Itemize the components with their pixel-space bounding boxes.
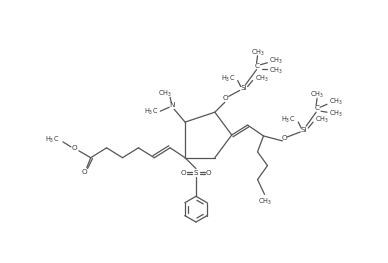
- Text: C: C: [315, 105, 320, 111]
- Text: CH$_3$: CH$_3$: [158, 89, 172, 99]
- Text: O: O: [206, 170, 212, 176]
- Text: O: O: [82, 169, 88, 175]
- Text: H$_3$C: H$_3$C: [144, 107, 158, 117]
- Text: O: O: [72, 145, 78, 151]
- Text: CH$_3$: CH$_3$: [329, 109, 343, 119]
- Text: Si: Si: [301, 127, 308, 133]
- Text: CH$_3$: CH$_3$: [310, 90, 324, 100]
- Text: H$_3$C: H$_3$C: [220, 73, 235, 84]
- Text: Si: Si: [240, 85, 247, 92]
- Text: C: C: [255, 63, 260, 69]
- Text: O: O: [282, 135, 287, 141]
- Text: CH$_3$: CH$_3$: [269, 56, 283, 66]
- Text: O: O: [180, 170, 186, 176]
- Text: N: N: [170, 102, 175, 108]
- Text: H$_3$C: H$_3$C: [45, 135, 59, 145]
- Text: O: O: [223, 95, 229, 101]
- Text: CH$_3$: CH$_3$: [329, 97, 343, 107]
- Text: CH$_3$: CH$_3$: [255, 73, 268, 84]
- Text: H$_3$C: H$_3$C: [281, 115, 295, 125]
- Text: CH$_3$: CH$_3$: [269, 65, 283, 76]
- Text: CH$_3$: CH$_3$: [315, 115, 329, 125]
- Text: S: S: [194, 170, 198, 176]
- Text: CH$_3$: CH$_3$: [258, 197, 272, 207]
- Text: CH$_3$: CH$_3$: [251, 48, 265, 58]
